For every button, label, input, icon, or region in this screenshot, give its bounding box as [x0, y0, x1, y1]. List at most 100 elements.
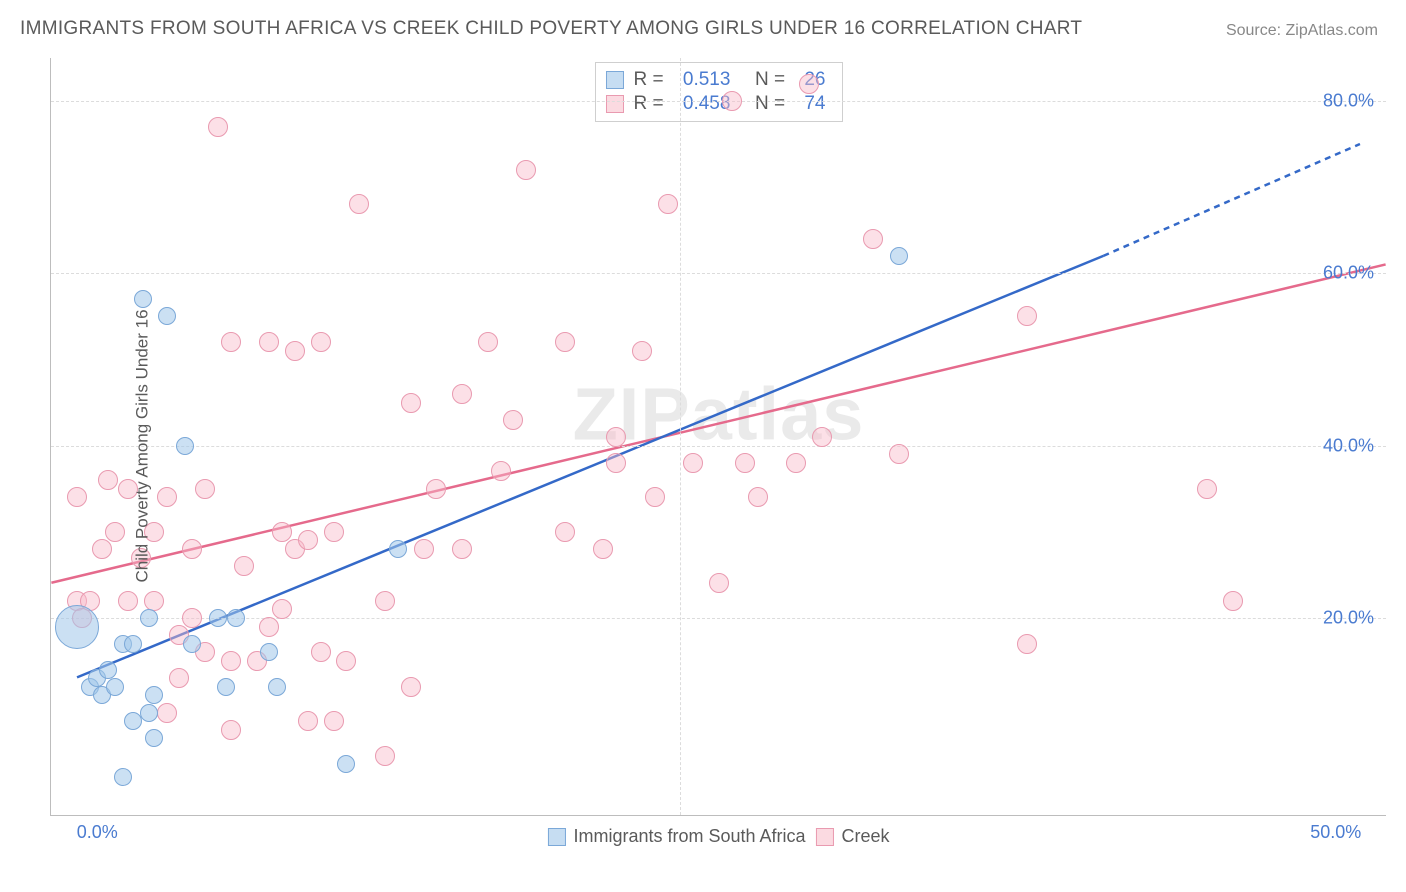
- scatter-point: [182, 539, 202, 559]
- legend-n-label: N =: [744, 93, 785, 115]
- scatter-point: [118, 591, 138, 611]
- scatter-point: [98, 470, 118, 490]
- scatter-point: [1017, 306, 1037, 326]
- scatter-point: [426, 479, 446, 499]
- hgrid-line: [51, 101, 1386, 102]
- legend-series-label: Creek: [842, 826, 890, 847]
- scatter-point: [92, 539, 112, 559]
- scatter-point: [298, 530, 318, 550]
- scatter-point: [55, 605, 99, 649]
- legend-n-label: N =: [744, 69, 785, 91]
- legend-swatch-icon: [605, 71, 623, 89]
- scatter-point: [722, 91, 742, 111]
- scatter-point: [555, 332, 575, 352]
- scatter-point: [67, 487, 87, 507]
- scatter-point: [234, 556, 254, 576]
- scatter-point: [140, 609, 158, 627]
- scatter-point: [735, 453, 755, 473]
- legend-series-item: Creek: [816, 826, 890, 847]
- scatter-point: [145, 729, 163, 747]
- scatter-point: [337, 755, 355, 773]
- hgrid-line: [51, 618, 1386, 619]
- legend-r-label: R =: [633, 69, 663, 91]
- scatter-point: [134, 290, 152, 308]
- scatter-point: [157, 703, 177, 723]
- chart-title: IMMIGRANTS FROM SOUTH AFRICA VS CREEK CH…: [20, 18, 1082, 40]
- scatter-point: [221, 651, 241, 671]
- scatter-point: [195, 479, 215, 499]
- scatter-point: [645, 487, 665, 507]
- scatter-point: [268, 678, 286, 696]
- scatter-point: [1197, 479, 1217, 499]
- legend-swatch-icon: [816, 828, 834, 846]
- scatter-point: [683, 453, 703, 473]
- y-tick-label: 60.0%: [1323, 263, 1374, 284]
- scatter-point: [349, 194, 369, 214]
- scatter-point: [221, 720, 241, 740]
- scatter-point: [217, 678, 235, 696]
- scatter-point: [658, 194, 678, 214]
- y-axis-label: Child Poverty Among Girls Under 16: [133, 309, 153, 582]
- legend-n-value: 74: [799, 93, 825, 115]
- y-tick-label: 20.0%: [1323, 607, 1374, 628]
- scatter-point: [452, 384, 472, 404]
- scatter-point: [311, 642, 331, 662]
- legend-swatch-icon: [605, 95, 623, 113]
- scatter-point: [114, 768, 132, 786]
- scatter-point: [324, 522, 344, 542]
- vgrid-line: [680, 58, 681, 815]
- scatter-point: [182, 608, 202, 628]
- scatter-point: [606, 427, 626, 447]
- y-tick-label: 80.0%: [1323, 91, 1374, 112]
- scatter-point: [311, 332, 331, 352]
- scatter-point: [183, 635, 201, 653]
- scatter-point: [272, 599, 292, 619]
- scatter-point: [259, 332, 279, 352]
- scatter-point: [555, 522, 575, 542]
- legend-swatch-icon: [547, 828, 565, 846]
- scatter-point: [209, 609, 227, 627]
- scatter-point: [157, 487, 177, 507]
- scatter-point: [259, 617, 279, 637]
- scatter-point: [889, 444, 909, 464]
- legend-r-value: 0.513: [678, 69, 731, 91]
- scatter-point: [140, 704, 158, 722]
- scatter-point: [389, 540, 407, 558]
- x-tick-label: 50.0%: [1310, 822, 1361, 843]
- source-attribution: Source: ZipAtlas.com: [1226, 22, 1378, 40]
- scatter-point: [593, 539, 613, 559]
- scatter-point: [478, 332, 498, 352]
- scatter-point: [632, 341, 652, 361]
- scatter-point: [260, 643, 278, 661]
- scatter-point: [1017, 634, 1037, 654]
- scatter-point: [375, 746, 395, 766]
- trend-lines-layer: [51, 58, 1386, 815]
- scatter-point: [1223, 591, 1243, 611]
- scatter-point: [227, 609, 245, 627]
- scatter-point: [208, 117, 228, 137]
- scatter-point: [169, 668, 189, 688]
- hgrid-line: [51, 446, 1386, 447]
- scatter-point: [105, 522, 125, 542]
- scatter-point: [99, 661, 117, 679]
- scatter-point: [221, 332, 241, 352]
- scatter-point: [158, 307, 176, 325]
- scatter-point: [324, 711, 344, 731]
- legend-series-label: Immigrants from South Africa: [573, 826, 805, 847]
- x-tick-label: 0.0%: [77, 822, 118, 843]
- scatter-point: [124, 635, 142, 653]
- hgrid-line: [51, 273, 1386, 274]
- trend-line: [51, 264, 1385, 582]
- y-tick-label: 40.0%: [1323, 435, 1374, 456]
- scatter-point: [414, 539, 434, 559]
- scatter-point: [863, 229, 883, 249]
- scatter-point: [709, 573, 729, 593]
- legend-stat-row: R = 0.513 N = 26: [605, 69, 829, 91]
- scatter-point: [272, 522, 292, 542]
- scatter-point: [375, 591, 395, 611]
- scatter-point: [336, 651, 356, 671]
- scatter-point: [516, 160, 536, 180]
- trend-line: [1103, 144, 1360, 256]
- scatter-point: [491, 461, 511, 481]
- scatter-point: [401, 393, 421, 413]
